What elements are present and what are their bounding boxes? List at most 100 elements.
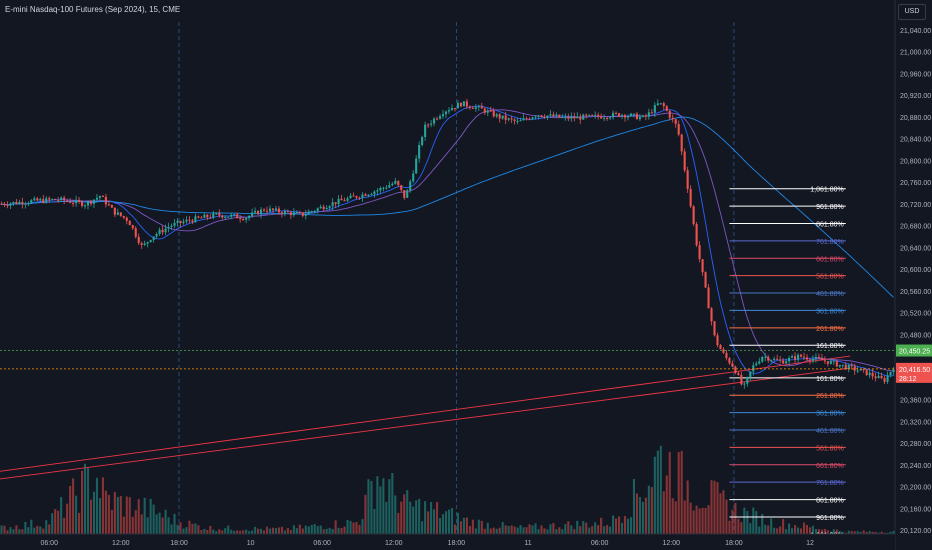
candle-body (725, 352, 728, 359)
volume-bar (746, 511, 749, 534)
volume-bar (686, 480, 689, 534)
candle-body (492, 110, 495, 117)
candle-body (9, 203, 12, 206)
candle-body (686, 170, 689, 189)
candle-body (770, 360, 773, 362)
candle-body (107, 204, 110, 206)
fib-level-label: 461.80% (816, 291, 844, 298)
volume-bar (880, 531, 883, 534)
volume-bar (865, 531, 868, 534)
volume-bar (295, 528, 298, 534)
candle-body (871, 372, 874, 377)
fib-level-label: 161.80% (816, 343, 844, 350)
candle-body (653, 105, 656, 113)
candle-body (802, 356, 806, 358)
candle-body (280, 212, 283, 214)
time-axis[interactable]: 06:00 12:00 18:00 10 06:00 12:00 18:00 11 06:00 1… (40, 540, 814, 547)
volume-bar (564, 524, 567, 534)
candle-body (224, 216, 227, 218)
candle-body (886, 375, 889, 382)
candle-body (632, 113, 636, 115)
time-tick-label: 12:00 (385, 540, 403, 547)
price-axis[interactable]: 21,040.00 21,000.00 20,960.00 20,920.00 20,8… (900, 28, 931, 535)
candle-body (376, 190, 379, 192)
candle-body (361, 194, 364, 198)
candle-body (251, 212, 254, 217)
volume-bar (704, 507, 707, 534)
candle-body (262, 209, 266, 211)
price-tick-label: 20,760.00 (900, 180, 931, 187)
candle-body (0, 203, 3, 205)
volume-bar (33, 527, 36, 534)
volume-bar (495, 528, 498, 534)
candle-body (513, 119, 516, 122)
volume-bar (367, 479, 370, 534)
candle-body (400, 185, 403, 191)
fib-level-label: 561.80% (816, 274, 844, 281)
volume-bar (346, 520, 349, 534)
candle-body (591, 114, 594, 116)
ma-red-upper-line (0, 355, 851, 472)
volume-bar (143, 497, 146, 534)
volume-bar (635, 493, 638, 534)
candle-body (671, 117, 674, 120)
volume-bar (841, 531, 844, 534)
candle-body (629, 113, 633, 117)
volume-bar (474, 528, 477, 534)
volume-bar (289, 530, 292, 534)
candle-body (734, 366, 737, 374)
candle-body (373, 191, 376, 195)
volume-bar (853, 531, 856, 534)
volume-bar (379, 486, 382, 534)
candle-body (561, 116, 564, 118)
volume-bar (713, 480, 716, 534)
volume-bar (277, 527, 280, 534)
volume-bar (597, 525, 600, 534)
candle-body (462, 101, 465, 107)
ma-slow-line (1, 109, 894, 372)
volume-bar (519, 525, 522, 534)
time-tick-label: 18:00 (725, 540, 743, 547)
candle-body (42, 199, 45, 203)
price-tick-label: 20,560.00 (900, 289, 931, 296)
volume-bar (504, 525, 507, 534)
candle-body (98, 196, 101, 198)
candle-body (606, 117, 609, 119)
candle-body (15, 201, 18, 204)
candle-body (206, 214, 209, 218)
candle-body (808, 359, 812, 361)
candle-body (245, 218, 248, 220)
volume-bar (89, 499, 93, 534)
volume-bar (60, 497, 63, 534)
volume-bar (471, 519, 474, 534)
volume-bar (644, 497, 647, 534)
volume-bar (883, 532, 886, 534)
candle-body (325, 207, 328, 210)
volume-bar (227, 525, 230, 534)
candle-body (459, 102, 462, 107)
volume-bar (722, 490, 725, 534)
volume-bar (525, 527, 528, 534)
candle-body (489, 110, 492, 112)
volume-bar (752, 507, 755, 534)
fib-level-label: 361.80% (816, 411, 844, 418)
volume-bar (555, 529, 558, 534)
candle-body (173, 222, 176, 226)
candle-body (415, 158, 418, 174)
volume-bar (874, 532, 877, 534)
volume-bar (185, 527, 188, 534)
volume-bar (385, 501, 388, 534)
current-price-tag (896, 362, 932, 383)
volume-bar (788, 523, 791, 534)
candle-body (644, 115, 647, 117)
volume-bar (242, 530, 245, 534)
candle-body (615, 112, 618, 114)
candle-body (883, 378, 886, 382)
volume-bar (36, 525, 39, 534)
currency-button[interactable]: USD (898, 4, 926, 20)
volume-bar (310, 524, 313, 534)
candle-body (659, 103, 662, 105)
candle-body (558, 114, 561, 118)
candle-body (510, 118, 513, 120)
